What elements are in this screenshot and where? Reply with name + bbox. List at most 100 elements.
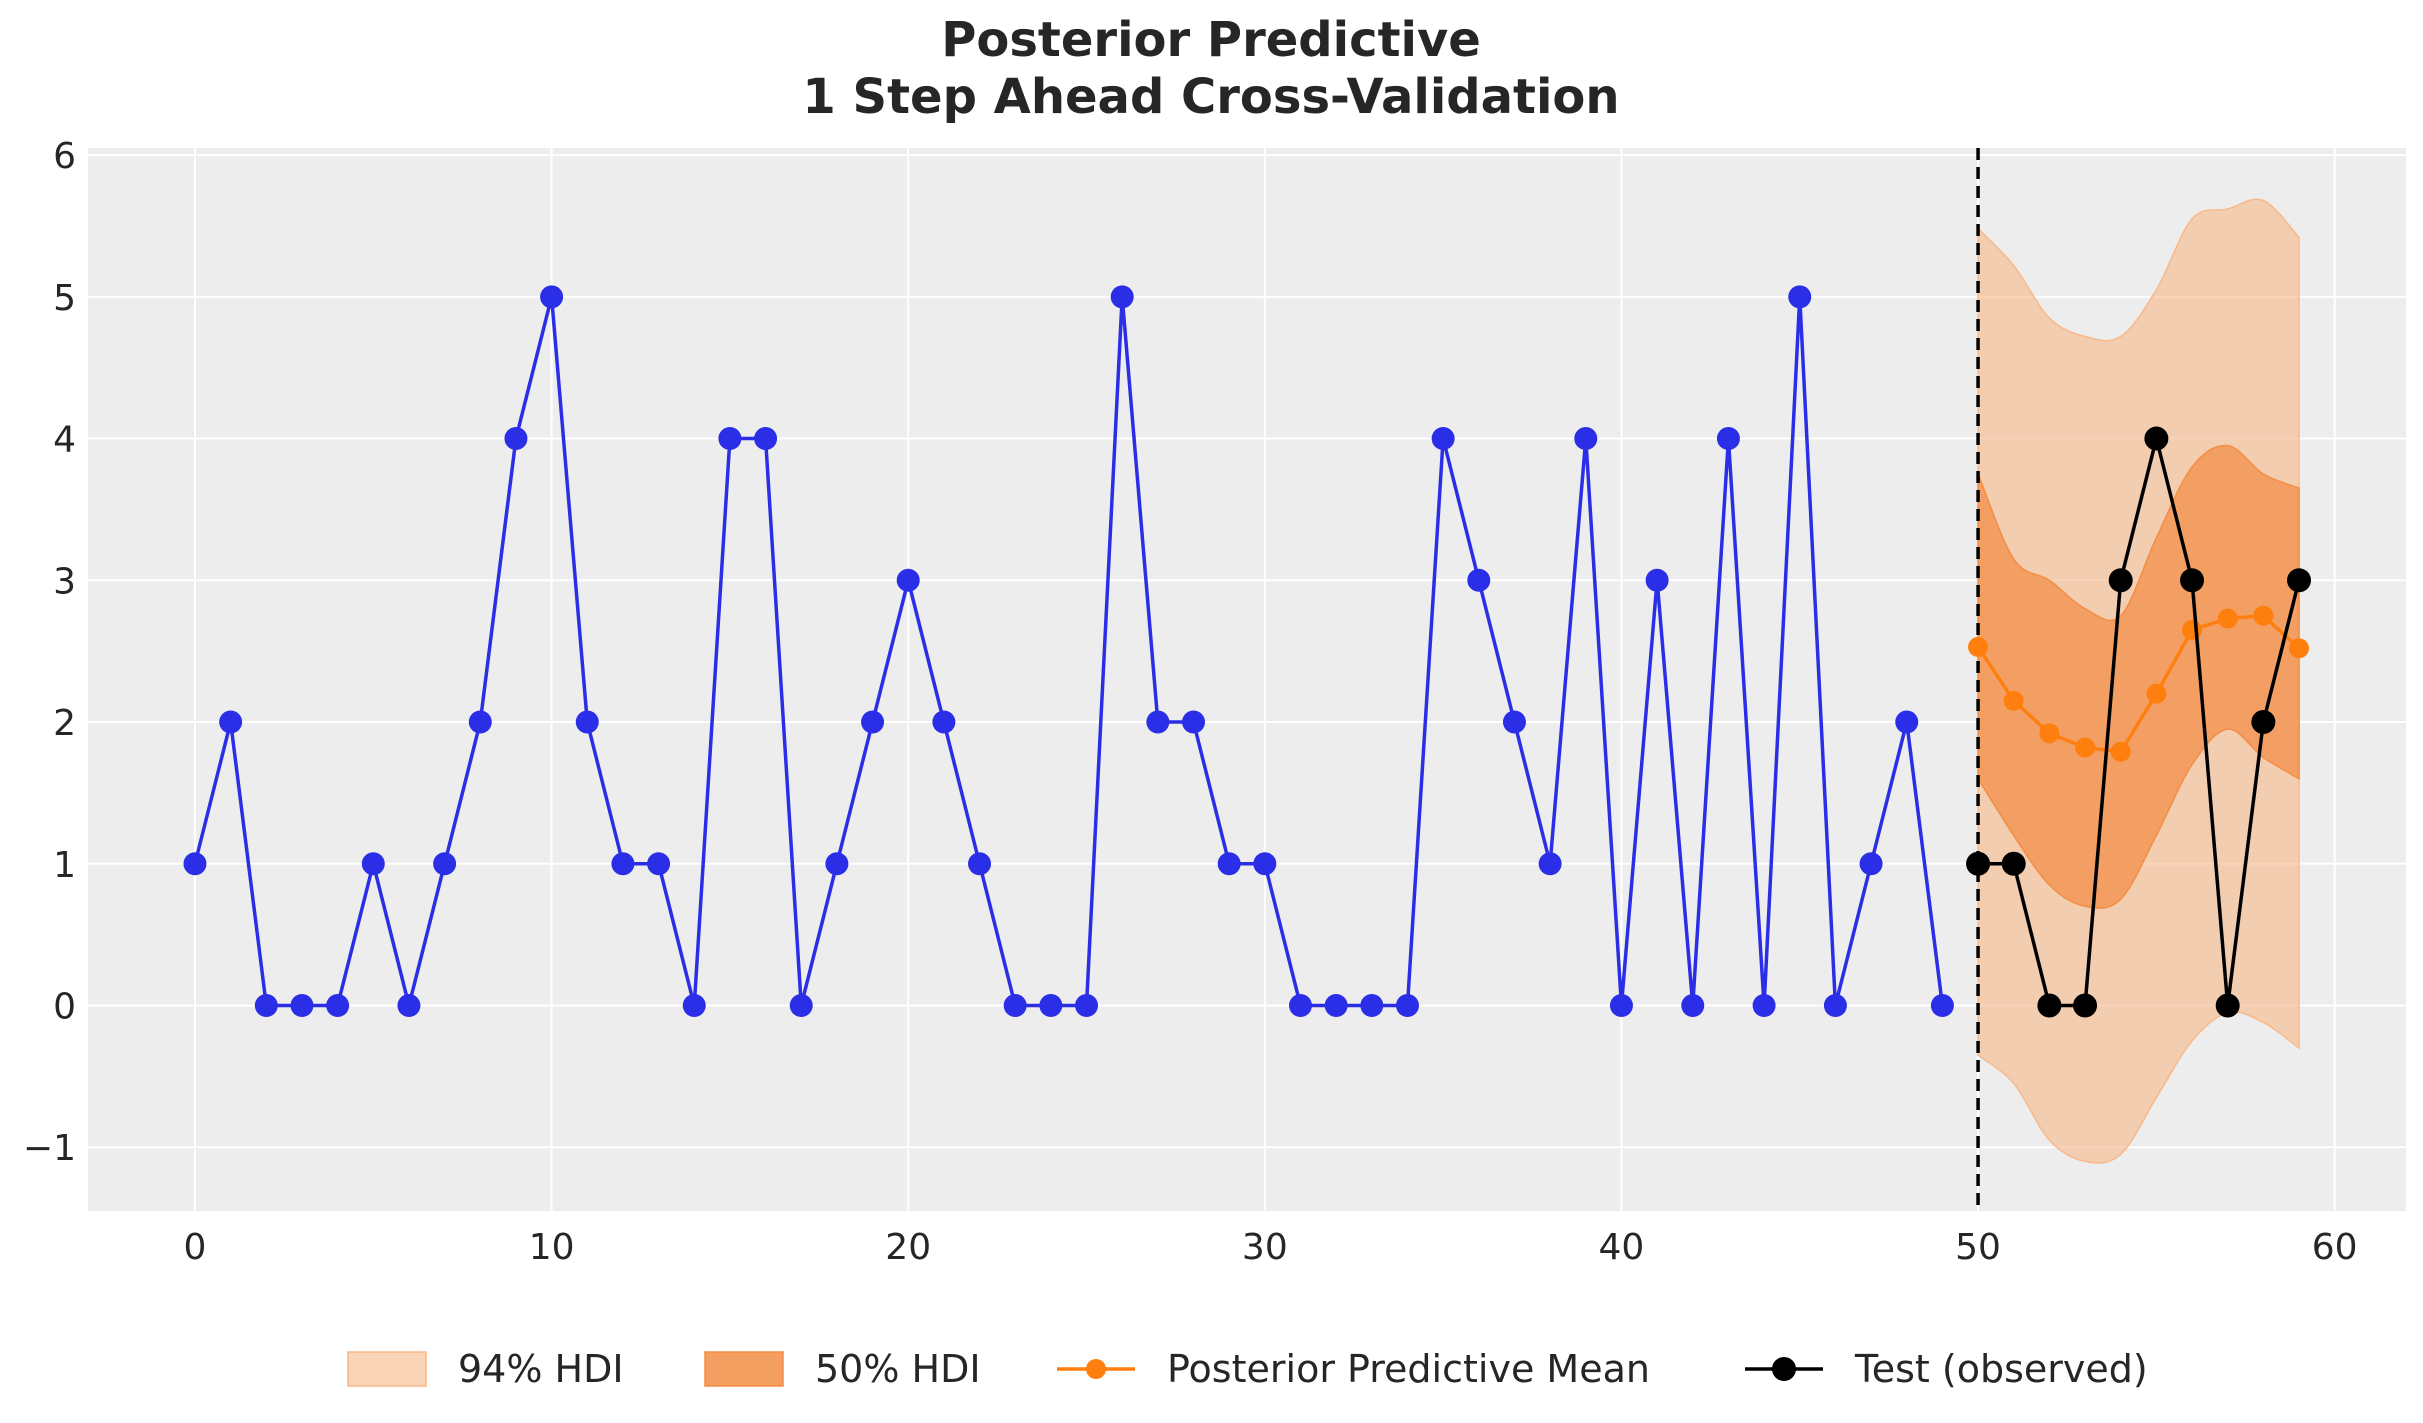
test-observed-point xyxy=(2215,993,2240,1018)
y-tick-label: 1 xyxy=(53,845,76,886)
test-observed-point xyxy=(2251,710,2276,735)
train-series-point xyxy=(1182,710,1206,734)
x-tick-label: 0 xyxy=(184,1227,207,1268)
y-tick-label: 2 xyxy=(53,703,76,744)
legend: 94% HDI 50% HDI Posterior Predictive Mean T… xyxy=(347,1347,2148,1391)
train-series-point xyxy=(1645,568,1669,592)
train-series-point xyxy=(1681,993,1705,1017)
legend-swatch-marker-posterior-predictive-mean xyxy=(1086,1359,1106,1379)
test-observed-point xyxy=(2037,993,2062,1018)
posterior-mean-line xyxy=(1976,613,2301,754)
train-series-point xyxy=(896,568,920,592)
x-tick-label: 50 xyxy=(1955,1227,2001,1268)
train-series-point xyxy=(504,427,528,451)
train-series-point xyxy=(1895,710,1919,734)
hdi-bands xyxy=(1977,198,2300,1164)
test-observed-point xyxy=(1966,851,1991,876)
posterior-mean-point xyxy=(2039,723,2060,744)
chart-title-line-1: Posterior Predictive xyxy=(941,12,1481,68)
train-series-point xyxy=(1360,993,1384,1017)
y-tick-label: 5 xyxy=(53,278,76,319)
legend-swatch-marker-test-observed- xyxy=(1772,1357,1796,1381)
train-series-point xyxy=(1075,993,1099,1017)
train-series-point xyxy=(540,285,564,309)
test-observed-point xyxy=(2001,851,2026,876)
train-series-line xyxy=(193,295,1945,1008)
posterior-mean-point xyxy=(2289,638,2310,659)
posterior-mean-point xyxy=(2182,619,2203,640)
train-series-point xyxy=(825,852,849,876)
test-observed-point xyxy=(2144,426,2169,451)
train-series-point xyxy=(1859,852,1883,876)
posterior-mean-point xyxy=(1968,636,1989,657)
train-series-point xyxy=(1502,710,1526,734)
train-series-point xyxy=(861,710,885,734)
train-series-point xyxy=(575,710,599,734)
train-series-point xyxy=(1467,568,1491,592)
posterior-mean-point xyxy=(2110,741,2131,762)
train-series-point xyxy=(1324,993,1348,1017)
x-tick-label: 10 xyxy=(529,1227,575,1268)
test-observed-line xyxy=(1978,436,2301,1008)
train-series-point xyxy=(1288,993,1312,1017)
train-series-point xyxy=(326,993,350,1017)
train-series-point xyxy=(682,993,706,1017)
tick-labels: 0 10 20 30 40 50 60 −1 0 1 2 3 4 5 6 xyxy=(23,136,2358,1268)
train-series-point xyxy=(1930,993,1954,1017)
train-series-point xyxy=(754,427,778,451)
legend-label-94-hdi: 94% HDI xyxy=(458,1347,624,1391)
train-series-point xyxy=(433,852,457,876)
train-series-point xyxy=(254,993,278,1017)
train-series-point xyxy=(397,993,421,1017)
train-series-point xyxy=(1110,285,1134,309)
legend-label-50-hdi: 50% HDI xyxy=(815,1347,981,1391)
train-series-point xyxy=(1716,427,1740,451)
chart-title-line-2: 1 Step Ahead Cross-Validation xyxy=(802,69,1619,125)
train-series-point xyxy=(468,710,492,734)
train-series-point xyxy=(183,852,207,876)
train-series-point xyxy=(611,852,635,876)
y-tick-label: 0 xyxy=(53,986,76,1027)
train-series-point xyxy=(1395,993,1419,1017)
train-series-point xyxy=(932,710,956,734)
train-series-point xyxy=(1217,852,1241,876)
y-tick-label: −1 xyxy=(23,1128,76,1169)
posterior-mean-point xyxy=(2003,690,2024,711)
posterior-mean-point xyxy=(2075,737,2096,758)
train-series-point xyxy=(1431,427,1455,451)
posterior-mean-point xyxy=(2253,605,2274,626)
legend-label-posterior-predictive-mean: Posterior Predictive Mean xyxy=(1167,1347,1650,1391)
x-tick-label: 30 xyxy=(1242,1227,1288,1268)
train-series-point xyxy=(718,427,742,451)
train-series-point xyxy=(361,852,385,876)
x-tick-label: 20 xyxy=(885,1227,931,1268)
test-observed-point xyxy=(2108,568,2133,593)
series-lines xyxy=(183,285,2312,1018)
train-series-point xyxy=(1752,993,1776,1017)
posterior-mean-point xyxy=(2146,683,2167,704)
train-series-point xyxy=(1039,993,1063,1017)
train-series-point xyxy=(1146,710,1170,734)
train-series-point xyxy=(1788,285,1812,309)
posterior-mean-point xyxy=(2217,608,2238,629)
test-observed-point xyxy=(2073,993,2098,1018)
train-series-point xyxy=(789,993,813,1017)
test-observed-point xyxy=(2287,568,2312,593)
legend-label-test-observed-: Test (observed) xyxy=(1854,1347,2148,1391)
train-series-point xyxy=(1253,852,1277,876)
test-observed-point xyxy=(2180,568,2205,593)
x-tick-label: 40 xyxy=(1599,1227,1645,1268)
y-tick-label: 3 xyxy=(53,561,76,602)
train-series-point xyxy=(1003,993,1027,1017)
train-series-point xyxy=(1538,852,1562,876)
train-series-point xyxy=(1823,993,1847,1017)
train-series-point xyxy=(1574,427,1598,451)
y-tick-label: 6 xyxy=(53,136,76,177)
train-series-point xyxy=(1609,993,1633,1017)
train-series-point xyxy=(219,710,243,734)
train-series-point xyxy=(968,852,992,876)
x-tick-label: 60 xyxy=(2312,1227,2358,1268)
legend-swatch-50-hdi xyxy=(704,1351,784,1387)
train-series-point xyxy=(647,852,671,876)
